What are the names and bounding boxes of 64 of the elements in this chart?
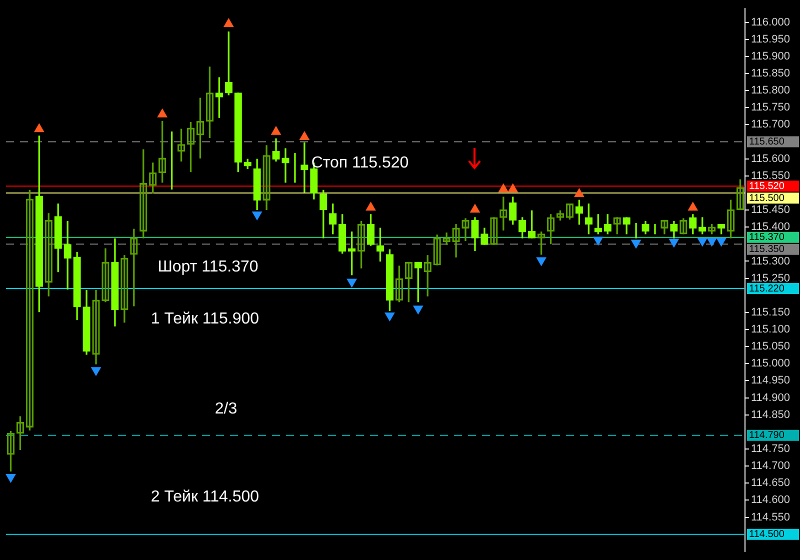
y-tick-label: 115.750 [751, 102, 790, 114]
y-tick-label: 114.900 [751, 392, 790, 404]
candlestick [490, 217, 498, 245]
point [300, 131, 310, 140]
ref-line-label: 115.350 [749, 244, 785, 256]
candlestick [300, 142, 308, 193]
candlestick [282, 148, 290, 183]
annotation: Шорт 115.370 [158, 258, 258, 276]
ref-line-label: 114.500 [749, 529, 785, 540]
point [91, 367, 101, 376]
y-tick-label: 115.700 [751, 118, 790, 131]
y-tick-label: 115.150 [751, 306, 790, 318]
point [574, 188, 584, 197]
point [413, 306, 423, 314]
point [508, 184, 518, 192]
annotation: Стоп 115.520 [311, 154, 409, 172]
point [631, 240, 641, 248]
ref-line-label: 115.520 [749, 180, 785, 192]
annotation: 1 Тейк 115.900 [150, 310, 260, 328]
annotation: 2/3 [214, 400, 238, 418]
y-tick-label: 116.000 [751, 16, 790, 28]
point [470, 204, 480, 213]
ref-line-label: 115.500 [749, 192, 785, 204]
point [271, 126, 281, 135]
point [688, 202, 698, 211]
point [157, 108, 168, 118]
y-tick-label: 115.250 [751, 272, 790, 284]
point [366, 202, 376, 211]
y-tick-label: 114.750 [751, 443, 790, 456]
y-tick-label: 114.950 [751, 374, 790, 387]
point [498, 184, 508, 192]
ref-line-label: 115.370 [749, 232, 785, 244]
y-tick-label: 115.100 [751, 324, 790, 336]
point [384, 312, 395, 322]
y-tick-label: 114.700 [751, 460, 790, 472]
point [252, 211, 262, 220]
y-tick-label: 115.450 [751, 204, 790, 216]
point [34, 124, 44, 132]
y-tick-label: 115.850 [751, 67, 790, 80]
point [698, 238, 708, 246]
y-tick-label: 115.950 [751, 33, 790, 46]
point [224, 18, 234, 27]
point [536, 257, 546, 266]
y-tick-label: 114.600 [751, 494, 790, 506]
y-tick-label: 115.300 [751, 255, 790, 268]
ref-line-label: 114.790 [749, 430, 785, 442]
y-tick-label: 115.400 [751, 221, 790, 234]
point [716, 238, 726, 246]
point [593, 236, 603, 246]
y-tick-label: 114.850 [751, 408, 790, 421]
y-tick-label: 114.550 [751, 511, 790, 524]
y-tick-label: 115.550 [751, 170, 790, 182]
point [346, 278, 357, 288]
point [669, 238, 679, 248]
y-tick-label: 115.000 [751, 358, 790, 370]
annotation: 2 Тейк 114.500 [150, 488, 260, 506]
ref-line-label: 115.650 [749, 136, 785, 148]
y-tick-label: 115.900 [751, 50, 790, 62]
point [707, 238, 717, 246]
y-tick-label: 114.650 [751, 477, 790, 490]
y-tick-label: 115.600 [751, 152, 790, 165]
y-tick-label: 115.050 [751, 340, 790, 353]
y-tick-label: 115.800 [751, 84, 790, 97]
ref-line-label: 115.220 [749, 283, 785, 294]
